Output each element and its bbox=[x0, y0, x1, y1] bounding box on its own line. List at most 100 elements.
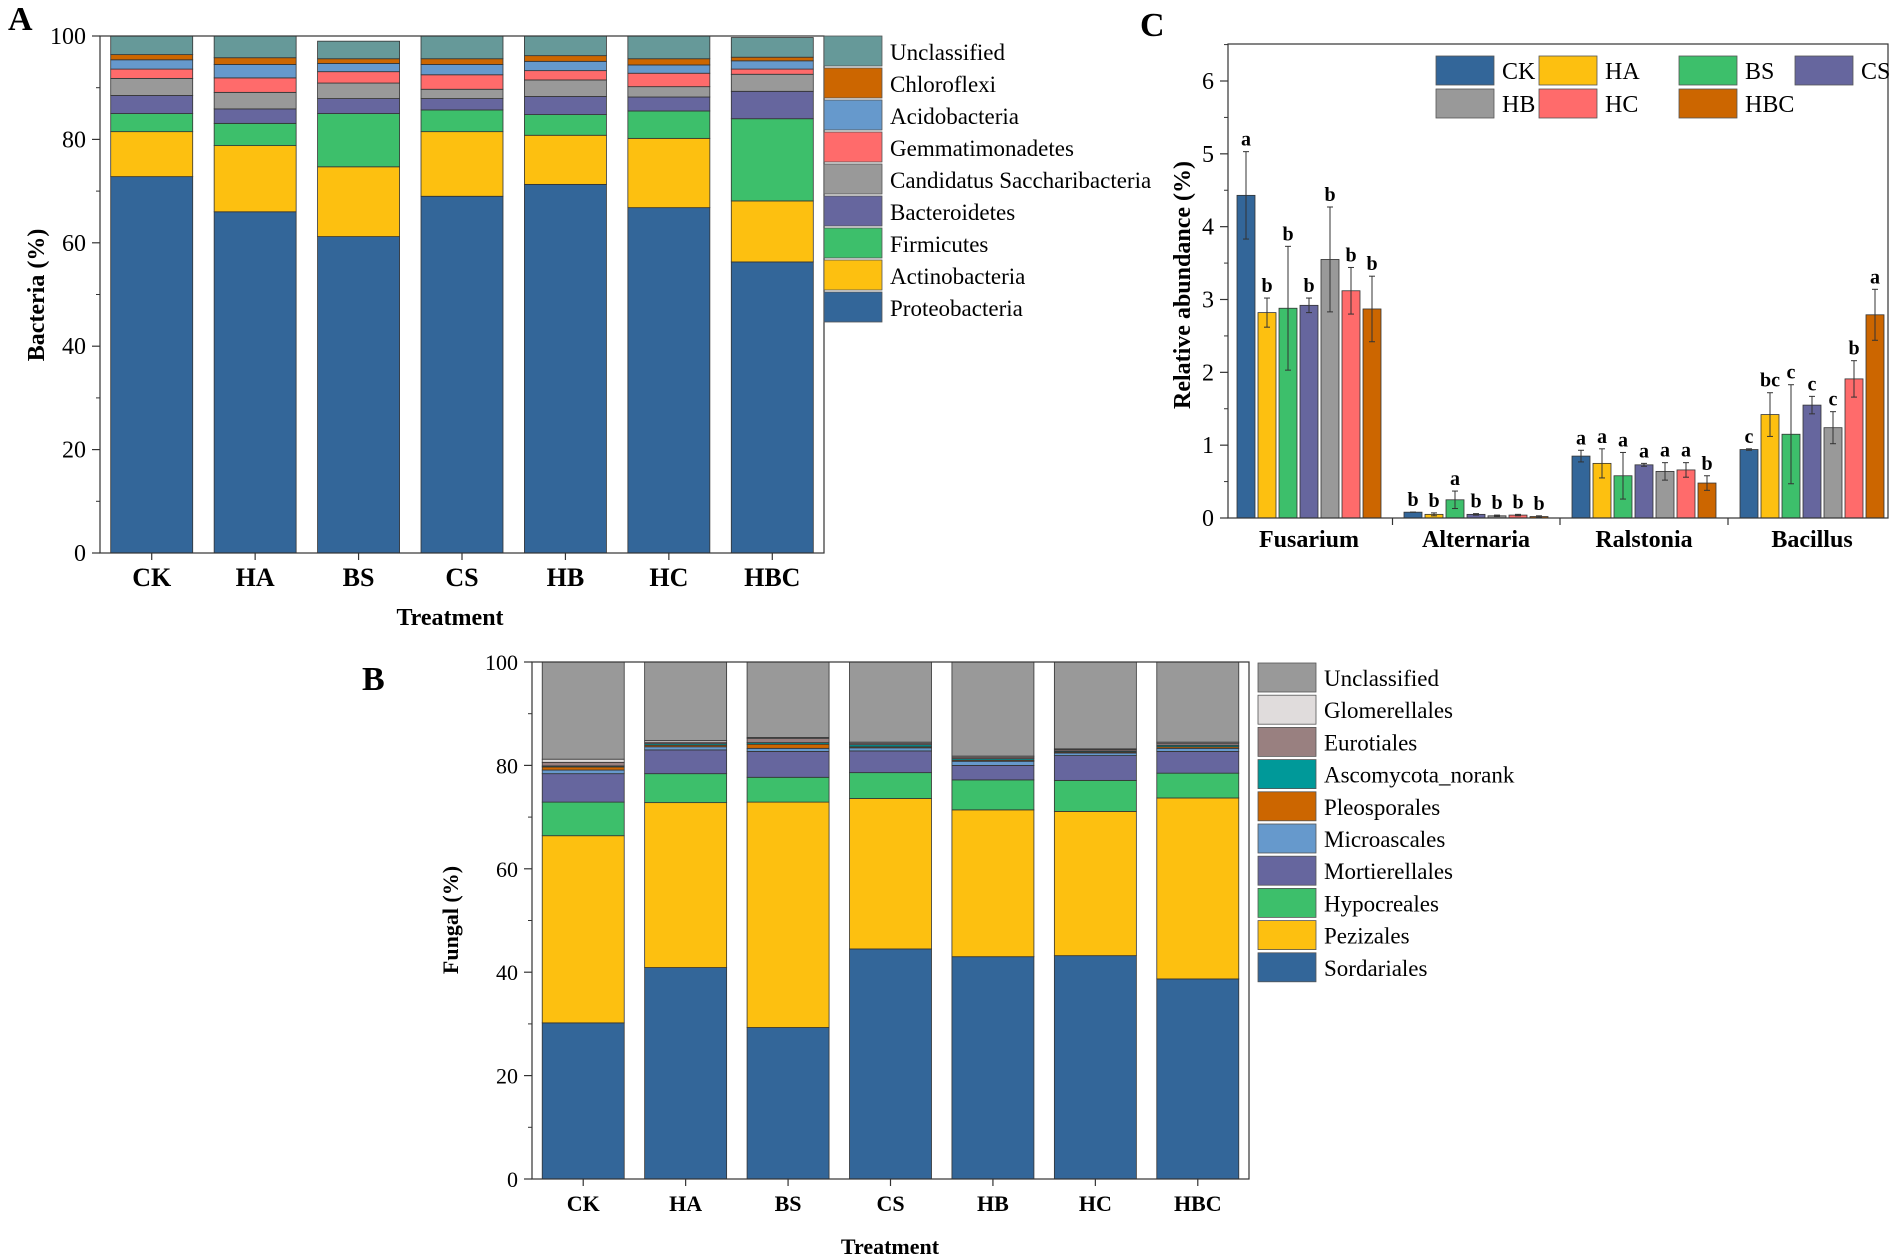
legend-swatch-bs bbox=[1678, 55, 1738, 86]
legend-label-actinobacteria: Actinobacteria bbox=[890, 264, 1025, 289]
bar-hc-actinobacteria bbox=[627, 137, 711, 209]
significance-letter-bacillus-bs: c bbox=[1787, 362, 1796, 384]
panel-a-y-axis-label: Bacteria (%) bbox=[24, 229, 50, 362]
bar-ha-mortierellales bbox=[644, 749, 728, 775]
significance-letter-fusarium-ck: a bbox=[1241, 129, 1251, 151]
bar-bacillus-hc bbox=[1844, 378, 1864, 519]
legend-label-eurotiales: Eurotiales bbox=[1324, 730, 1417, 755]
bar-bacillus-ck bbox=[1739, 449, 1759, 519]
legend-swatch-cs bbox=[1794, 55, 1854, 86]
bar-hb-unclassified bbox=[951, 661, 1035, 757]
bar-hc-mortierellales bbox=[1053, 755, 1137, 781]
bar-ha-gemmatimonadetes bbox=[213, 77, 297, 93]
legend-swatch-bacteroidetes bbox=[823, 195, 883, 227]
legend-label-pezizales: Pezizales bbox=[1324, 924, 1410, 949]
legend-label-pleosporales: Pleosporales bbox=[1324, 795, 1440, 820]
x-tick-label-alternaria: Alternaria bbox=[1422, 527, 1530, 553]
bar-hb-bacteroidetes bbox=[524, 96, 607, 115]
bar-ha-acidobacteria bbox=[213, 64, 297, 79]
bar-cs-gemmatimonadetes bbox=[420, 74, 504, 90]
significance-letter-alternaria-cs: b bbox=[1470, 491, 1481, 513]
bar-hc-sordariales bbox=[1053, 955, 1137, 1180]
legend-swatch-mortierellales bbox=[1257, 855, 1317, 886]
legend-swatch-microascales bbox=[1257, 823, 1317, 854]
significance-letter-alternaria-hb: b bbox=[1491, 492, 1502, 514]
legend-label-microascales: Microascales bbox=[1324, 827, 1445, 852]
y-tick-label-60: 60 bbox=[62, 231, 86, 257]
bar-ck-microascales bbox=[541, 769, 625, 775]
significance-letter-fusarium-bs: b bbox=[1282, 223, 1293, 245]
significance-letter-ralstonia-hbc: b bbox=[1701, 453, 1712, 475]
bar-cs-candidatus-saccharibacteria bbox=[420, 88, 504, 99]
y-tick-label-40: 40 bbox=[496, 960, 518, 985]
bar-bs-unclassified bbox=[746, 661, 830, 738]
bar-ck-pezizales bbox=[541, 835, 625, 1024]
panel-c-legend: CK HA BS CS HB HC HBC bbox=[1435, 55, 1890, 119]
bar-cs-mortierellales bbox=[849, 750, 932, 774]
panel-a-y-axis: 0 20 40 60 80 100 bbox=[50, 24, 100, 567]
x-tick-label-hb: HB bbox=[547, 563, 585, 592]
bar-ha-microascales bbox=[644, 746, 728, 751]
bar-bs-actinobacteria bbox=[317, 166, 400, 237]
legend-label-hb: HB bbox=[1502, 92, 1535, 118]
legend-swatch-proteobacteria bbox=[823, 291, 883, 323]
bar-hc-chloroflexi bbox=[627, 58, 711, 66]
y-tick-label-1: 1 bbox=[1202, 433, 1214, 459]
panel-b-letter: B bbox=[362, 661, 385, 698]
bar-hb-sordariales bbox=[951, 956, 1035, 1180]
bar-hb-actinobacteria bbox=[524, 134, 607, 185]
bar-hb-firmicutes bbox=[524, 114, 607, 136]
x-tick-label-ck: CK bbox=[567, 1191, 600, 1216]
y-tick-label-6: 6 bbox=[1202, 69, 1214, 95]
legend-swatch-hypocreales bbox=[1257, 888, 1317, 918]
y-tick-label-100: 100 bbox=[485, 650, 518, 675]
bar-hc-acidobacteria bbox=[627, 64, 711, 74]
significance-letter-fusarium-cs: b bbox=[1303, 275, 1314, 297]
significance-letter-ralstonia-bs: a bbox=[1618, 429, 1628, 451]
bar-hbc-bacteroidetes bbox=[730, 90, 814, 120]
bar-cs-acidobacteria bbox=[420, 64, 504, 76]
significance-letter-ralstonia-hb: a bbox=[1660, 440, 1670, 462]
x-tick-label-fusarium: Fusarium bbox=[1259, 527, 1359, 553]
bar-ha-pezizales bbox=[644, 802, 728, 968]
legend-swatch-hc bbox=[1538, 88, 1598, 119]
bar-ha-firmicutes bbox=[213, 122, 297, 147]
bar-hbc-hypocreales bbox=[1156, 772, 1240, 799]
bar-hb-acidobacteria bbox=[524, 60, 607, 72]
x-tick-label-hbc: HBC bbox=[1174, 1191, 1222, 1216]
significance-letter-ralstonia-cs: a bbox=[1639, 440, 1649, 462]
bar-hbc-unclassified bbox=[730, 37, 814, 58]
legend-label-ha: HA bbox=[1605, 59, 1640, 85]
x-tick-label-ralstonia: Ralstonia bbox=[1595, 527, 1692, 553]
significance-letter-fusarium-hbc: b bbox=[1366, 253, 1377, 275]
bar-hc-proteobacteria bbox=[627, 207, 711, 554]
bar-bs-microascales bbox=[746, 747, 830, 752]
bar-ha-candidatus-saccharibacteria bbox=[213, 91, 297, 110]
panel-a-letter: A bbox=[8, 1, 33, 38]
significance-letter-alternaria-hc: b bbox=[1512, 491, 1523, 513]
significance-letter-ralstonia-hc: a bbox=[1681, 440, 1691, 462]
bar-bs-candidatus-saccharibacteria bbox=[317, 82, 400, 99]
bar-bs-hypocreales bbox=[746, 776, 830, 803]
panel-c-frame bbox=[1227, 43, 1889, 519]
x-tick-label-hc: HC bbox=[649, 563, 688, 592]
bar-ha-chloroflexi bbox=[213, 57, 297, 65]
panel-b-y-axis: 0 20 40 60 80 100 bbox=[485, 650, 532, 1192]
y-tick-label-0: 0 bbox=[1202, 506, 1214, 532]
bar-bs-mortierellales bbox=[746, 751, 830, 778]
legend-swatch-eurotiales bbox=[1257, 727, 1317, 757]
bar-ck-pleosporales bbox=[541, 766, 625, 771]
bar-bs-chloroflexi bbox=[317, 58, 400, 64]
bar-hb-chloroflexi bbox=[524, 55, 607, 62]
bar-cs-microascales bbox=[849, 747, 932, 752]
bar-hc-unclassified bbox=[1053, 661, 1137, 750]
x-tick-label-bs: BS bbox=[343, 563, 375, 592]
y-tick-label-3: 3 bbox=[1202, 288, 1214, 314]
bar-ralstonia-ck bbox=[1571, 455, 1591, 519]
legend-swatch-unclassified bbox=[823, 35, 883, 67]
legend-label-proteobacteria: Proteobacteria bbox=[890, 296, 1023, 321]
bar-hbc-mortierellales bbox=[1156, 751, 1240, 774]
significance-letter-alternaria-ck: b bbox=[1407, 489, 1418, 511]
significance-letter-alternaria-ha: b bbox=[1428, 490, 1439, 512]
